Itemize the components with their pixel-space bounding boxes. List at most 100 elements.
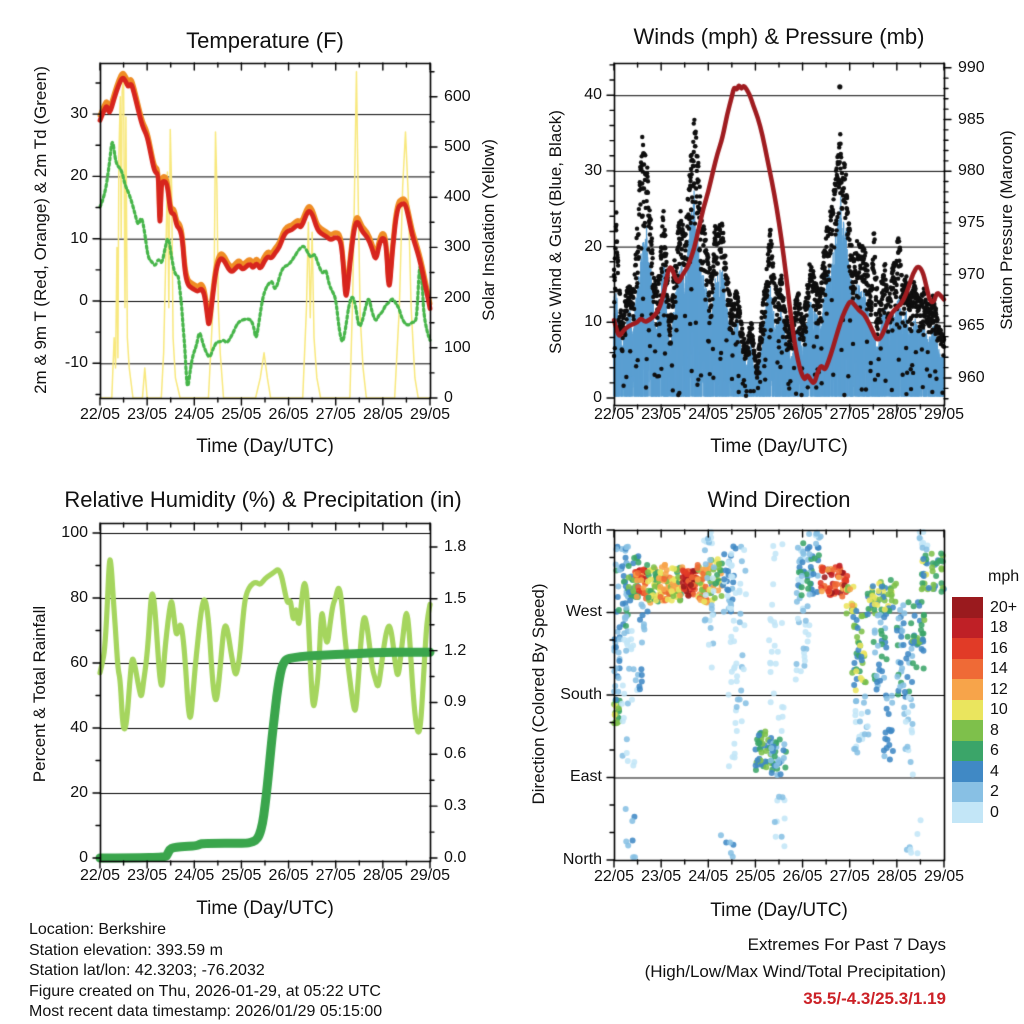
y-tick-label-right: 965 [958, 317, 985, 335]
speed-color-legend: 20+ 18 16 14 12 10 8 6 4 2 0 [952, 597, 1017, 823]
x-tick-label: 25/05 [735, 868, 776, 885]
y-tick-label-left: 20 [70, 784, 88, 801]
y-tick-label-right: 1.8 [444, 537, 467, 555]
legend-color-swatch [952, 658, 983, 679]
y-tick-label-left: 0 [79, 292, 88, 309]
legend-color-swatch [952, 679, 983, 700]
legend-speed-label: 20+ [990, 598, 1018, 616]
x-tick-label: 24/05 [174, 867, 215, 884]
x-axis-label-humidity: Time (Day/UTC) [196, 898, 334, 919]
y-tick-label-right: 300 [444, 238, 471, 256]
station-info-line: Station lat/lon: 42.3203; -76.2032 [29, 962, 265, 980]
y-axis-label-solar-right: Solar Insolation (Yellow) [479, 139, 498, 321]
x-tick-label: 28/05 [362, 406, 403, 423]
legend-speed-label: 14 [990, 660, 1008, 677]
y-tick-label-left: 20 [70, 167, 88, 185]
legend-speed-label: 16 [990, 639, 1008, 657]
y-tick-label-right: 975 [958, 213, 985, 231]
x-tick-label: 27/05 [829, 868, 870, 885]
legend-speed-label: 10 [990, 701, 1008, 718]
legend-color-swatch [952, 617, 983, 638]
y-tick-label-left: 80 [70, 589, 88, 606]
legend-speed-label: 4 [990, 762, 999, 780]
legend-color-swatch [952, 740, 983, 761]
y-tick-label-right: 970 [958, 265, 985, 283]
y-tick-label-right: 600 [444, 87, 471, 105]
legend-speed-label: 12 [990, 680, 1008, 698]
station-info-line: Station elevation: 393.59 m [29, 941, 223, 959]
extremes-values: 35.5/-4.3/25.3/1.19 [803, 989, 946, 1008]
x-tick-label: 27/05 [829, 406, 870, 423]
x-tick-label: 22/05 [593, 406, 635, 423]
y-tick-label-left: 20 [584, 237, 602, 255]
y-tick-label-left: 30 [584, 161, 602, 179]
x-tick-label: 29/05 [923, 406, 965, 423]
x-tick-label: 23/05 [641, 406, 682, 423]
y-tick-label-left: 40 [584, 86, 602, 104]
x-tick-label: 28/05 [876, 406, 917, 423]
extremes-title: Extremes For Past 7 Days [747, 935, 946, 954]
y-tick-label-left: 0 [79, 849, 88, 866]
y-tick-label-right: 200 [444, 288, 471, 306]
y-tick-label-left: North [562, 851, 602, 868]
x-axis-label-direction: Time (Day/UTC) [710, 900, 848, 921]
x-tick-label: 25/05 [221, 867, 262, 884]
y-axis-label-temperature-left: 2m & 9m T (Red, Orange) & 2m Td (Green) [31, 66, 50, 394]
y-tick-label-right: 985 [958, 110, 985, 128]
y-tick-label-right: 0.9 [444, 693, 467, 711]
winds-pressure-chart-title: Winds (mph) & Pressure (mb) [633, 24, 925, 49]
y-axis-label-wind-left: Sonic Wind & Gust (Blue, Black) [546, 110, 565, 354]
y-tick-label-left: North [562, 520, 602, 538]
legend-title-mph: mph [988, 568, 1020, 585]
y-tick-label-right: 0.3 [444, 797, 467, 815]
x-tick-label: 23/05 [127, 406, 168, 423]
x-tick-label: 29/05 [409, 867, 451, 884]
x-tick-label: 22/05 [79, 406, 121, 423]
legend-color-swatch [952, 802, 983, 823]
y-tick-label-right: 1.5 [444, 589, 467, 607]
x-tick-label: 26/05 [782, 868, 823, 885]
y-tick-label-right: 0.6 [444, 745, 467, 763]
x-tick-label: 25/05 [735, 406, 776, 423]
y-axis-label-pressure-right: Station Pressure (Maroon) [997, 130, 1016, 330]
x-tick-label: 28/05 [876, 868, 917, 885]
x-tick-label: 24/05 [174, 406, 215, 423]
y-tick-label-right: 980 [958, 162, 985, 180]
legend-color-swatch [952, 761, 983, 782]
temperature-chart-title: Temperature (F) [186, 28, 344, 53]
legend-speed-label: 18 [990, 619, 1008, 636]
legend-color-swatch [952, 597, 983, 618]
y-tick-label-right: 0.0 [444, 849, 467, 866]
station-info-line: Figure created on Thu, 2026-01-29, at 05… [29, 982, 381, 1000]
y-tick-label-right: 960 [958, 369, 985, 386]
x-axis-label-winds: Time (Day/UTC) [710, 436, 848, 457]
y-tick-label-left: -10 [64, 354, 88, 372]
wind-direction-chart-title: Wind Direction [707, 487, 851, 512]
y-tick-label-left: 60 [70, 654, 88, 671]
x-axis-label-temperature: Time (Day/UTC) [196, 436, 334, 457]
x-tick-label: 22/05 [593, 868, 635, 885]
x-tick-label: 26/05 [268, 406, 309, 423]
x-tick-label: 29/05 [409, 406, 451, 423]
legend-speed-label: 8 [990, 721, 999, 739]
extremes-block: Extremes For Past 7 Days (High/Low/Max W… [645, 931, 946, 1012]
x-tick-label: 29/05 [923, 868, 965, 885]
x-tick-label: 26/05 [782, 406, 823, 423]
x-tick-label: 26/05 [268, 867, 309, 884]
x-tick-label: 27/05 [315, 867, 356, 884]
y-tick-label-left: 10 [584, 313, 602, 331]
station-info-line: Location: Berkshire [29, 921, 166, 938]
y-tick-label-left: West [565, 603, 602, 621]
y-tick-label-right: 100 [444, 338, 471, 356]
y-tick-label-left: East [569, 768, 602, 786]
y-tick-label-left: 30 [70, 105, 88, 123]
y-tick-label-left: 100 [61, 524, 88, 541]
legend-speed-label: 6 [990, 742, 999, 759]
x-tick-label: 24/05 [688, 868, 729, 885]
y-tick-label-right: 500 [444, 138, 471, 155]
extremes-subtitle: (High/Low/Max Wind/Total Precipitation) [644, 962, 946, 981]
station-info-block: Location: Berkshire Station elevation: 39… [29, 920, 382, 1023]
y-tick-label-right: 1.2 [444, 641, 467, 659]
